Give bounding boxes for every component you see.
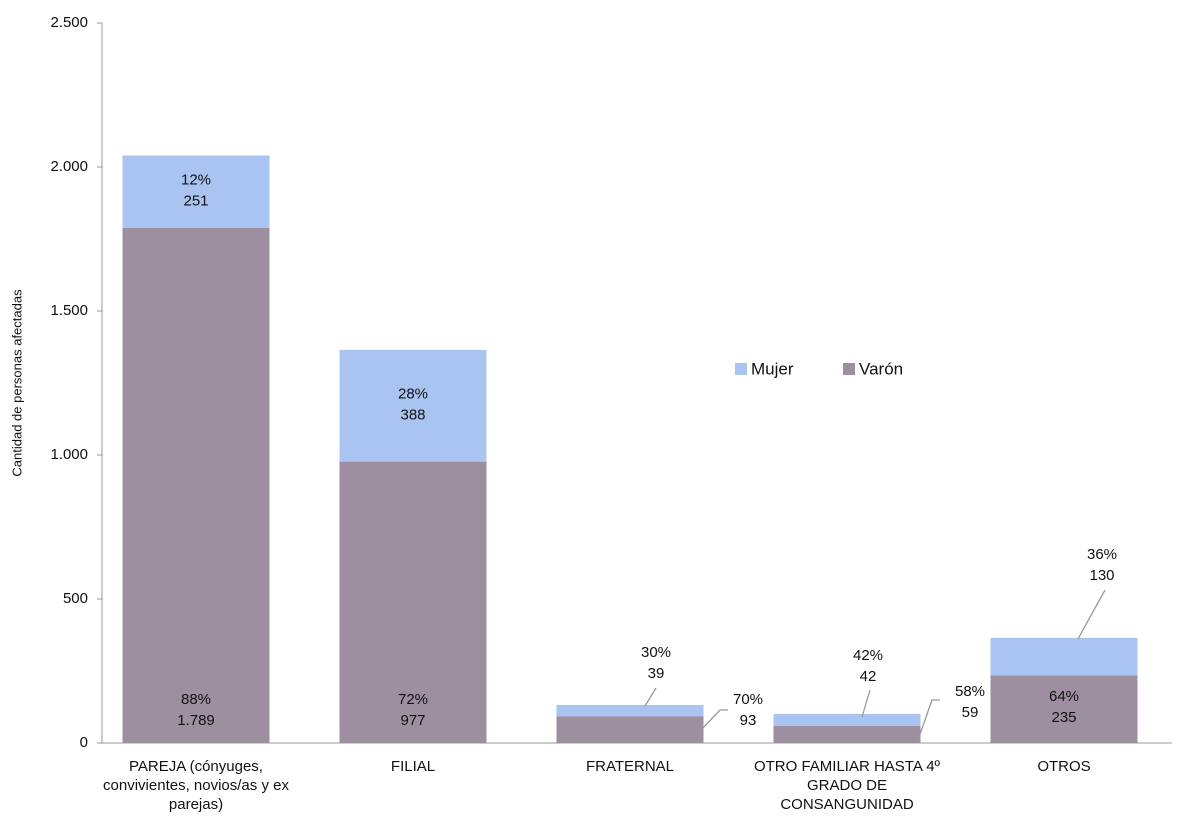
y-tick-label: 1.000 xyxy=(50,446,88,463)
y-tick-label: 2.000 xyxy=(50,158,88,175)
share-label: 42% xyxy=(853,647,883,664)
bar-segment xyxy=(990,675,1138,743)
share-label: 58% xyxy=(955,683,985,700)
leader-line xyxy=(1077,589,1106,640)
x-tick-label: PAREJA (cónyuges, convivientes, novios/a… xyxy=(103,758,289,813)
value-label: 388 xyxy=(400,407,425,424)
legend-swatch xyxy=(735,363,747,375)
bar-segment xyxy=(556,716,704,743)
share-label: 72% xyxy=(398,691,428,708)
value-label: 42 xyxy=(860,668,877,685)
bar-segment xyxy=(122,227,270,743)
bar-segment xyxy=(122,155,270,228)
leader-line xyxy=(917,699,940,741)
share-label: 70% xyxy=(733,691,763,708)
leader-line xyxy=(699,709,728,732)
x-tick-label: FILIAL xyxy=(390,758,436,775)
share-label: 12% xyxy=(181,172,211,189)
bar-segment xyxy=(339,461,487,743)
value-label: 251 xyxy=(183,193,208,210)
share-label: 64% xyxy=(1049,688,1079,705)
y-tick-label: 2.500 xyxy=(50,14,88,31)
y-axis-title: Cantidad de personas afectadas xyxy=(9,289,24,477)
share-label: 28% xyxy=(398,386,428,403)
bar-segment xyxy=(339,349,487,462)
legend-label: Mujer xyxy=(751,359,794,378)
value-label: 93 xyxy=(740,712,757,729)
bar-segment xyxy=(990,637,1138,676)
y-tick-label: 1.500 xyxy=(50,302,88,319)
value-label: 59 xyxy=(962,704,979,721)
value-label: 130 xyxy=(1089,567,1114,584)
share-label: 36% xyxy=(1087,546,1117,563)
x-tick-label: FRATERNAL xyxy=(585,758,675,775)
share-label: 88% xyxy=(181,691,211,708)
value-label: 1.789 xyxy=(177,712,215,729)
value-label: 39 xyxy=(648,665,665,682)
bar-segment xyxy=(556,704,704,717)
legend-swatch xyxy=(843,363,855,375)
leader-line xyxy=(861,689,871,718)
bar-segment xyxy=(773,713,921,727)
share-label: 30% xyxy=(641,644,671,661)
x-tick-label: OTRO FAMILIAR HASTA 4º GRADO DE CONSANGU… xyxy=(753,758,941,813)
value-label: 235 xyxy=(1051,709,1076,726)
x-tick-label: OTROS xyxy=(1037,758,1091,775)
legend-label: Varón xyxy=(859,359,903,378)
leader-line xyxy=(644,687,657,707)
value-label: 977 xyxy=(400,712,425,729)
y-tick-label: 0 xyxy=(80,734,88,751)
bar-segment xyxy=(773,726,921,743)
y-tick-label: 500 xyxy=(63,590,88,607)
